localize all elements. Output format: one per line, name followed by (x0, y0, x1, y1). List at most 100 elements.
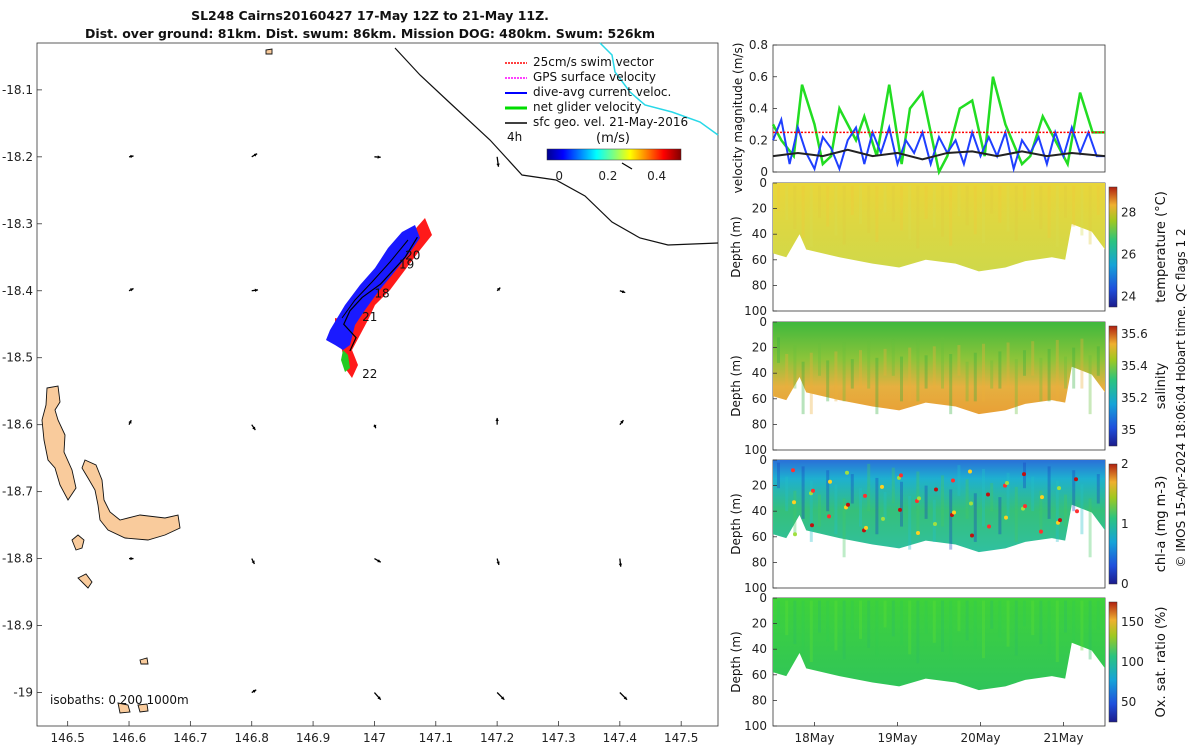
island-large (41, 385, 77, 501)
chl-dot (1057, 486, 1061, 491)
velocity-series-line (772, 116, 1105, 173)
section-streak (1064, 185, 1067, 218)
section-streak (1047, 348, 1051, 402)
geo-vector-head (620, 420, 624, 424)
section-y-tick-label: 0 (759, 453, 767, 467)
section-streak (1055, 185, 1059, 247)
isobaths-label: isobaths: 0 200 1000m (50, 693, 189, 707)
chl-dot (810, 523, 814, 528)
map-x-tick-label: 146.5 (50, 731, 84, 745)
section-streak (973, 185, 977, 235)
section-colorbar-tick-label: 50 (1121, 695, 1136, 709)
section-streak (1006, 472, 1010, 519)
velocity-y-tick-label: 0.8 (749, 38, 768, 52)
section-streak (1088, 600, 1092, 660)
map-y-tick-label: -18.5 (2, 351, 33, 365)
section-colorbar-tick-label: 150 (1121, 615, 1144, 629)
section-streak (982, 468, 985, 527)
section-y-tick-label: 100 (744, 581, 767, 595)
section-streak (1055, 600, 1059, 662)
day-label: 20 (405, 248, 420, 262)
geo-vector-head (130, 154, 134, 159)
section-streak (998, 351, 1002, 389)
section-streak (1064, 494, 1067, 527)
section-streak (932, 499, 936, 542)
section-streak (818, 600, 821, 633)
geo-vector-head (254, 288, 259, 292)
section-streak (818, 185, 821, 218)
section-streak (793, 600, 797, 645)
geo-vector-head (495, 417, 499, 421)
section-streak (1014, 359, 1018, 415)
day-label: 19 (399, 258, 414, 272)
footer-credit: © IMOS 15-Apr-2024 18:06:04 Hobart time.… (1174, 228, 1188, 567)
section-streak (1039, 357, 1043, 402)
map-x-tick-label: 147.1 (419, 731, 453, 745)
section-streak (908, 347, 912, 402)
section-streak (900, 356, 903, 402)
glider-track (343, 236, 418, 352)
section-y-tick-label: 0 (759, 176, 767, 190)
section-colorbar-tick-label: 35.2 (1121, 391, 1148, 405)
day-label: 18 (374, 286, 389, 300)
section-streak (1072, 185, 1076, 227)
chl-dot (917, 496, 921, 501)
section-streak (809, 185, 813, 247)
section-streak (826, 360, 830, 402)
section-streak (916, 338, 920, 402)
section-colorbar-tick-label: 35.4 (1121, 359, 1148, 373)
section-streak (1014, 600, 1018, 656)
section-streak (1080, 338, 1084, 389)
section-streak (1096, 346, 1100, 376)
map-y-tick-label: -18.1 (2, 83, 33, 97)
section-streak (875, 185, 879, 242)
section-streak (1088, 498, 1092, 558)
map-title-line2: Dist. over ground: 81km. Dist. swum: 86k… (85, 26, 655, 41)
section-streak (1031, 476, 1035, 512)
section-y-tick-label: 40 (752, 227, 767, 241)
map-x-tick-label: 146.9 (296, 731, 330, 745)
section-streak (900, 185, 903, 231)
section-streak (1023, 600, 1026, 627)
section-y-tick-label: 100 (744, 304, 767, 318)
section-y-tick-label: 60 (752, 253, 767, 267)
section-colorbar-tick-label: 26 (1121, 247, 1136, 261)
section-streak (990, 360, 994, 389)
section-streak (1047, 600, 1051, 654)
section-streak (777, 185, 780, 212)
section-streak (818, 343, 821, 376)
section-streak (801, 185, 805, 239)
vector-scale-label: 4h (507, 130, 522, 144)
section-streak (1031, 185, 1035, 221)
velocity-y-ticks: 0 0.2 0.4 0.6 0.8 (749, 38, 777, 179)
geo-vectors (128, 153, 628, 701)
section-colorbar-label: chl-a (mg m-3) (1154, 476, 1169, 573)
geo-vector-head (128, 420, 132, 424)
section-streak (777, 337, 780, 363)
section-streak (850, 359, 854, 389)
map-x-tick-label: 147.2 (480, 731, 514, 745)
coastline (394, 47, 719, 246)
section-streak (867, 341, 871, 389)
chl-dot (987, 524, 991, 529)
section-streak (957, 345, 961, 376)
section-streak (990, 600, 994, 629)
map-y-tick-label: -18.4 (2, 284, 33, 298)
section-streak (965, 361, 969, 402)
geo-vector-head (251, 560, 255, 564)
island-small-5 (139, 657, 149, 665)
section-streak (785, 476, 789, 512)
chl-dot (881, 516, 885, 521)
chl-dot (1074, 477, 1078, 482)
section-data-area (773, 183, 1105, 272)
chl-dot (969, 501, 973, 506)
geo-vector-head (500, 696, 505, 700)
section-y-tick-label: 20 (752, 202, 767, 216)
velocity-panel: 0 0.2 0.4 0.6 0.8 velocity magnitude (m/s) (731, 38, 1106, 193)
section-streak (1039, 490, 1043, 535)
section-streak (1031, 341, 1035, 376)
section-streak (891, 600, 895, 637)
section-streak (1006, 185, 1010, 232)
chl-dot (827, 514, 831, 519)
section-streak (809, 352, 813, 415)
